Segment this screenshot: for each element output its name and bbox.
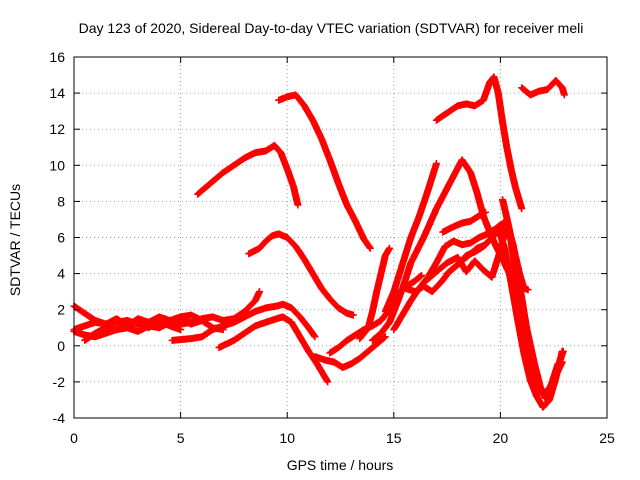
series-marks — [168, 318, 238, 344]
y-tick-label: 6 — [57, 230, 65, 246]
series-marks — [499, 196, 532, 294]
series-marks — [81, 311, 206, 344]
series-marks — [381, 160, 440, 315]
series-marks — [245, 230, 357, 319]
x-tick-label: 15 — [386, 430, 402, 446]
chart-title: Day 123 of 2020, Sidereal Day-to-day VTE… — [79, 20, 584, 36]
y-tick-label: 0 — [57, 338, 65, 354]
series-marks — [432, 73, 526, 213]
axis-ticks — [73, 56, 608, 419]
y-tick-label: -4 — [53, 410, 66, 426]
y-tick-label: 14 — [49, 85, 65, 101]
series-arc-11 — [311, 333, 389, 371]
series-arc-15 — [381, 160, 440, 315]
y-tick-label: 12 — [49, 121, 65, 137]
tick-labels: 0 5 10 15 20 25 -4 -2 0 2 4 6 8 10 12 14 16 — [49, 49, 615, 446]
series-marks — [194, 141, 302, 209]
series-arc-8 — [245, 230, 357, 319]
series-arc-9 — [194, 141, 302, 209]
series-arc-6 — [215, 313, 332, 386]
y-tick-label: 2 — [57, 302, 65, 318]
series-marks — [275, 91, 374, 252]
series-arc-19 — [439, 208, 489, 236]
series-marks — [215, 313, 332, 386]
data-series-layer — [70, 73, 568, 411]
series-arc-23 — [518, 77, 568, 99]
x-axis-label: GPS time / hours — [287, 457, 394, 473]
x-tick-label: 25 — [599, 430, 615, 446]
y-tick-label: 10 — [49, 157, 65, 173]
series-marks — [230, 300, 319, 341]
series-marks — [518, 77, 568, 99]
y-tick-label: -2 — [53, 374, 66, 390]
x-tick-label: 10 — [279, 430, 295, 446]
x-tick-label: 0 — [70, 430, 78, 446]
series-arc-22 — [432, 73, 526, 213]
series-arc-21 — [499, 196, 532, 294]
series-arc-5 — [168, 318, 238, 344]
series-arc-4 — [81, 311, 206, 344]
series-arc-13 — [356, 244, 393, 343]
y-tick-label: 8 — [57, 193, 65, 209]
y-axis-label: SDTVAR / TECUs — [7, 184, 23, 296]
series-marks — [439, 208, 489, 236]
x-tick-label: 5 — [177, 430, 185, 446]
y-tick-label: 4 — [57, 266, 65, 282]
series-marks — [356, 244, 393, 343]
series-arc-10 — [275, 91, 374, 252]
y-tick-label: 16 — [49, 49, 65, 65]
x-tick-label: 20 — [493, 430, 509, 446]
series-marks — [311, 333, 389, 371]
series-arc-7 — [230, 300, 319, 341]
